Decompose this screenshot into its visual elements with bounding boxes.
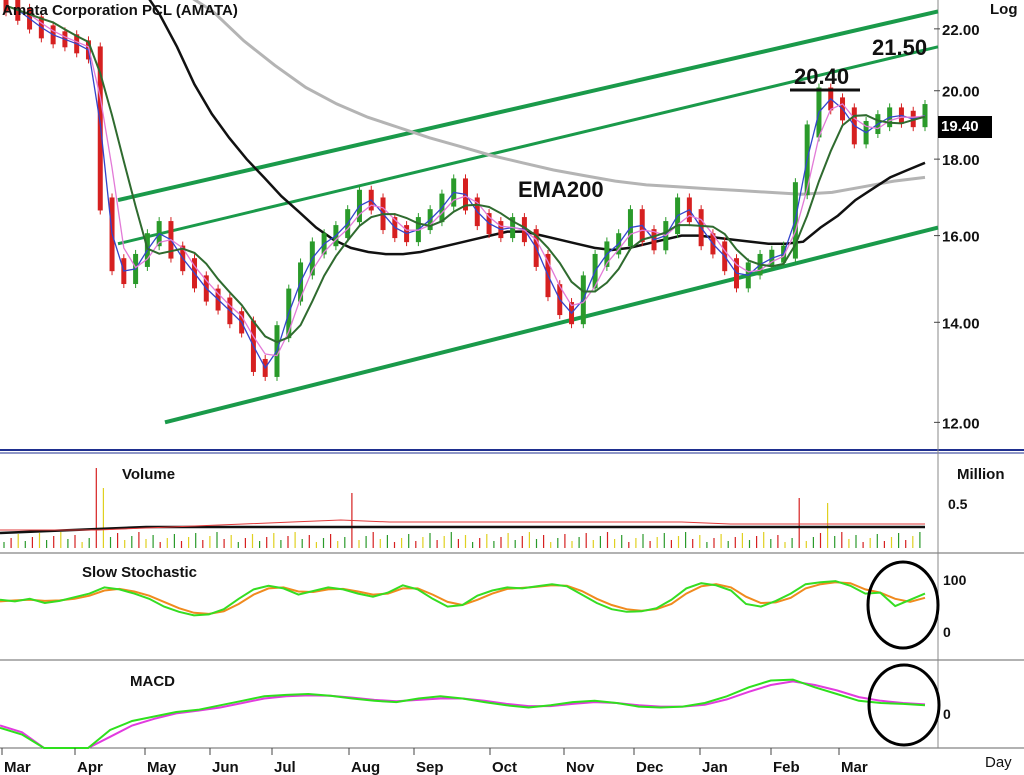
month-tick-label: Sep [416,759,444,775]
price-tick-label: 14.00 [942,315,980,332]
month-tick-label: Nov [566,759,595,775]
stochastic-d-line [0,581,926,615]
month-tick-label: Mar [4,759,31,775]
last-price-box [938,116,992,138]
volume-tick: 0.5 [948,496,968,512]
volume-label: Volume [122,466,175,483]
target-high-label: 20.40 [794,64,849,89]
chart-title: Amata Corporation PCL (AMATA) [2,2,238,19]
month-tick-label: May [147,759,177,775]
price-tick-label: 16.00 [942,229,980,246]
month-tick-label: Jan [702,759,728,775]
month-tick-label: Apr [77,759,103,775]
target-channel-label: 21.50 [872,35,927,60]
channel-line-lower [164,225,939,425]
last-price-tag: 19.40 [941,118,979,135]
macd-tick-0: 0 [943,706,951,722]
price-tick-label: 20.00 [942,84,980,101]
stochastic-k-line [0,580,926,617]
month-tick-label: Feb [773,759,800,775]
month-tick-label: Jun [212,759,239,775]
price-tick-label: 22.00 [942,22,980,39]
ma-mid-line [5,4,926,344]
volume-average-black [0,525,925,535]
macd-line [0,678,926,749]
price-tick-label: 18.00 [942,152,980,169]
macd-signal-line [0,680,926,749]
month-tick-label: Oct [492,759,517,775]
stochastic-highlight-circle [866,560,940,650]
stochastic-label: Slow Stochastic [82,564,197,581]
stochastic-tick-0: 0 [943,624,951,640]
channel-line-middle [117,45,939,246]
macd-highlight-circle [867,663,941,747]
volume-unit: Million [957,466,1005,483]
sma-long-line [192,0,926,196]
month-tick-label: Aug [351,759,380,775]
x-axis-unit: Day [985,754,1012,771]
month-tick-label: Mar [841,759,868,775]
ema200-label: EMA200 [518,177,604,202]
macd-label: MACD [130,673,175,690]
scale-label: Log [990,1,1018,18]
month-tick-label: Jul [274,759,296,775]
ma-short-line [5,5,926,370]
volume-average-red [0,519,925,531]
stochastic-tick-100: 100 [943,572,967,588]
price-tick-label: 12.00 [942,415,980,432]
month-tick-label: Dec [636,759,664,775]
ma-pink-line [5,5,926,357]
ema200-line [148,0,926,256]
